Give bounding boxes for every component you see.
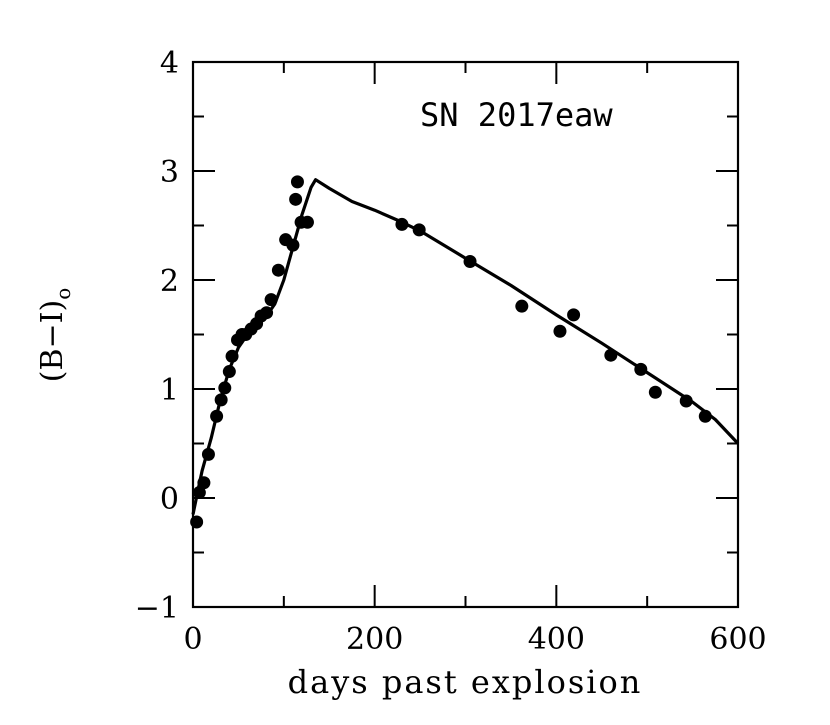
plot-frame [191, 60, 740, 609]
data-point [300, 215, 314, 229]
data-point [286, 238, 300, 252]
y-label-part-3: I) [35, 300, 70, 324]
data-point [271, 263, 285, 277]
data-points [190, 175, 712, 529]
data-point [553, 324, 567, 338]
data-point [698, 409, 712, 423]
y-label-part-2: − [35, 323, 70, 348]
data-point [222, 365, 236, 379]
data-point [634, 362, 648, 376]
data-point [201, 447, 215, 461]
data-point [604, 348, 618, 362]
model-curve [191, 178, 740, 515]
data-point [648, 385, 662, 399]
axis-ticks [192, 61, 739, 608]
data-point [210, 409, 224, 423]
x-tick-label: 400 [528, 622, 585, 657]
x-tick-label: 600 [709, 622, 766, 657]
data-point [260, 306, 274, 320]
data-point [463, 254, 477, 268]
annotation-label: SN 2017eaw [420, 96, 613, 134]
data-point [214, 393, 228, 407]
data-point [192, 486, 206, 500]
y-tick-label: 3 [160, 155, 179, 190]
data-point [190, 515, 204, 529]
data-point [197, 476, 211, 490]
x-tick-label: 200 [346, 622, 403, 657]
y-tick-label: 1 [160, 373, 179, 408]
y-label-part-4: o [51, 288, 75, 300]
y-tick-label: 2 [160, 264, 179, 299]
data-point [225, 349, 239, 363]
data-point [218, 381, 232, 395]
model-line [191, 178, 740, 515]
data-point [567, 308, 581, 322]
y-tick-label: 4 [160, 46, 179, 81]
x-axis-label: days past explosion [288, 663, 643, 701]
y-label-part-1: (B [35, 349, 70, 383]
y-tick-label: 0 [160, 482, 179, 517]
data-point [679, 394, 693, 408]
data-point [289, 192, 303, 206]
x-tick-label: 0 [183, 622, 202, 657]
data-point [412, 223, 426, 237]
data-point [290, 175, 304, 189]
y-axis-label: (B−I)o [35, 288, 75, 383]
plot-border [191, 60, 740, 609]
data-point [264, 293, 278, 307]
data-point [395, 217, 409, 231]
data-point [515, 299, 529, 313]
y-tick-label: −1 [135, 591, 179, 626]
